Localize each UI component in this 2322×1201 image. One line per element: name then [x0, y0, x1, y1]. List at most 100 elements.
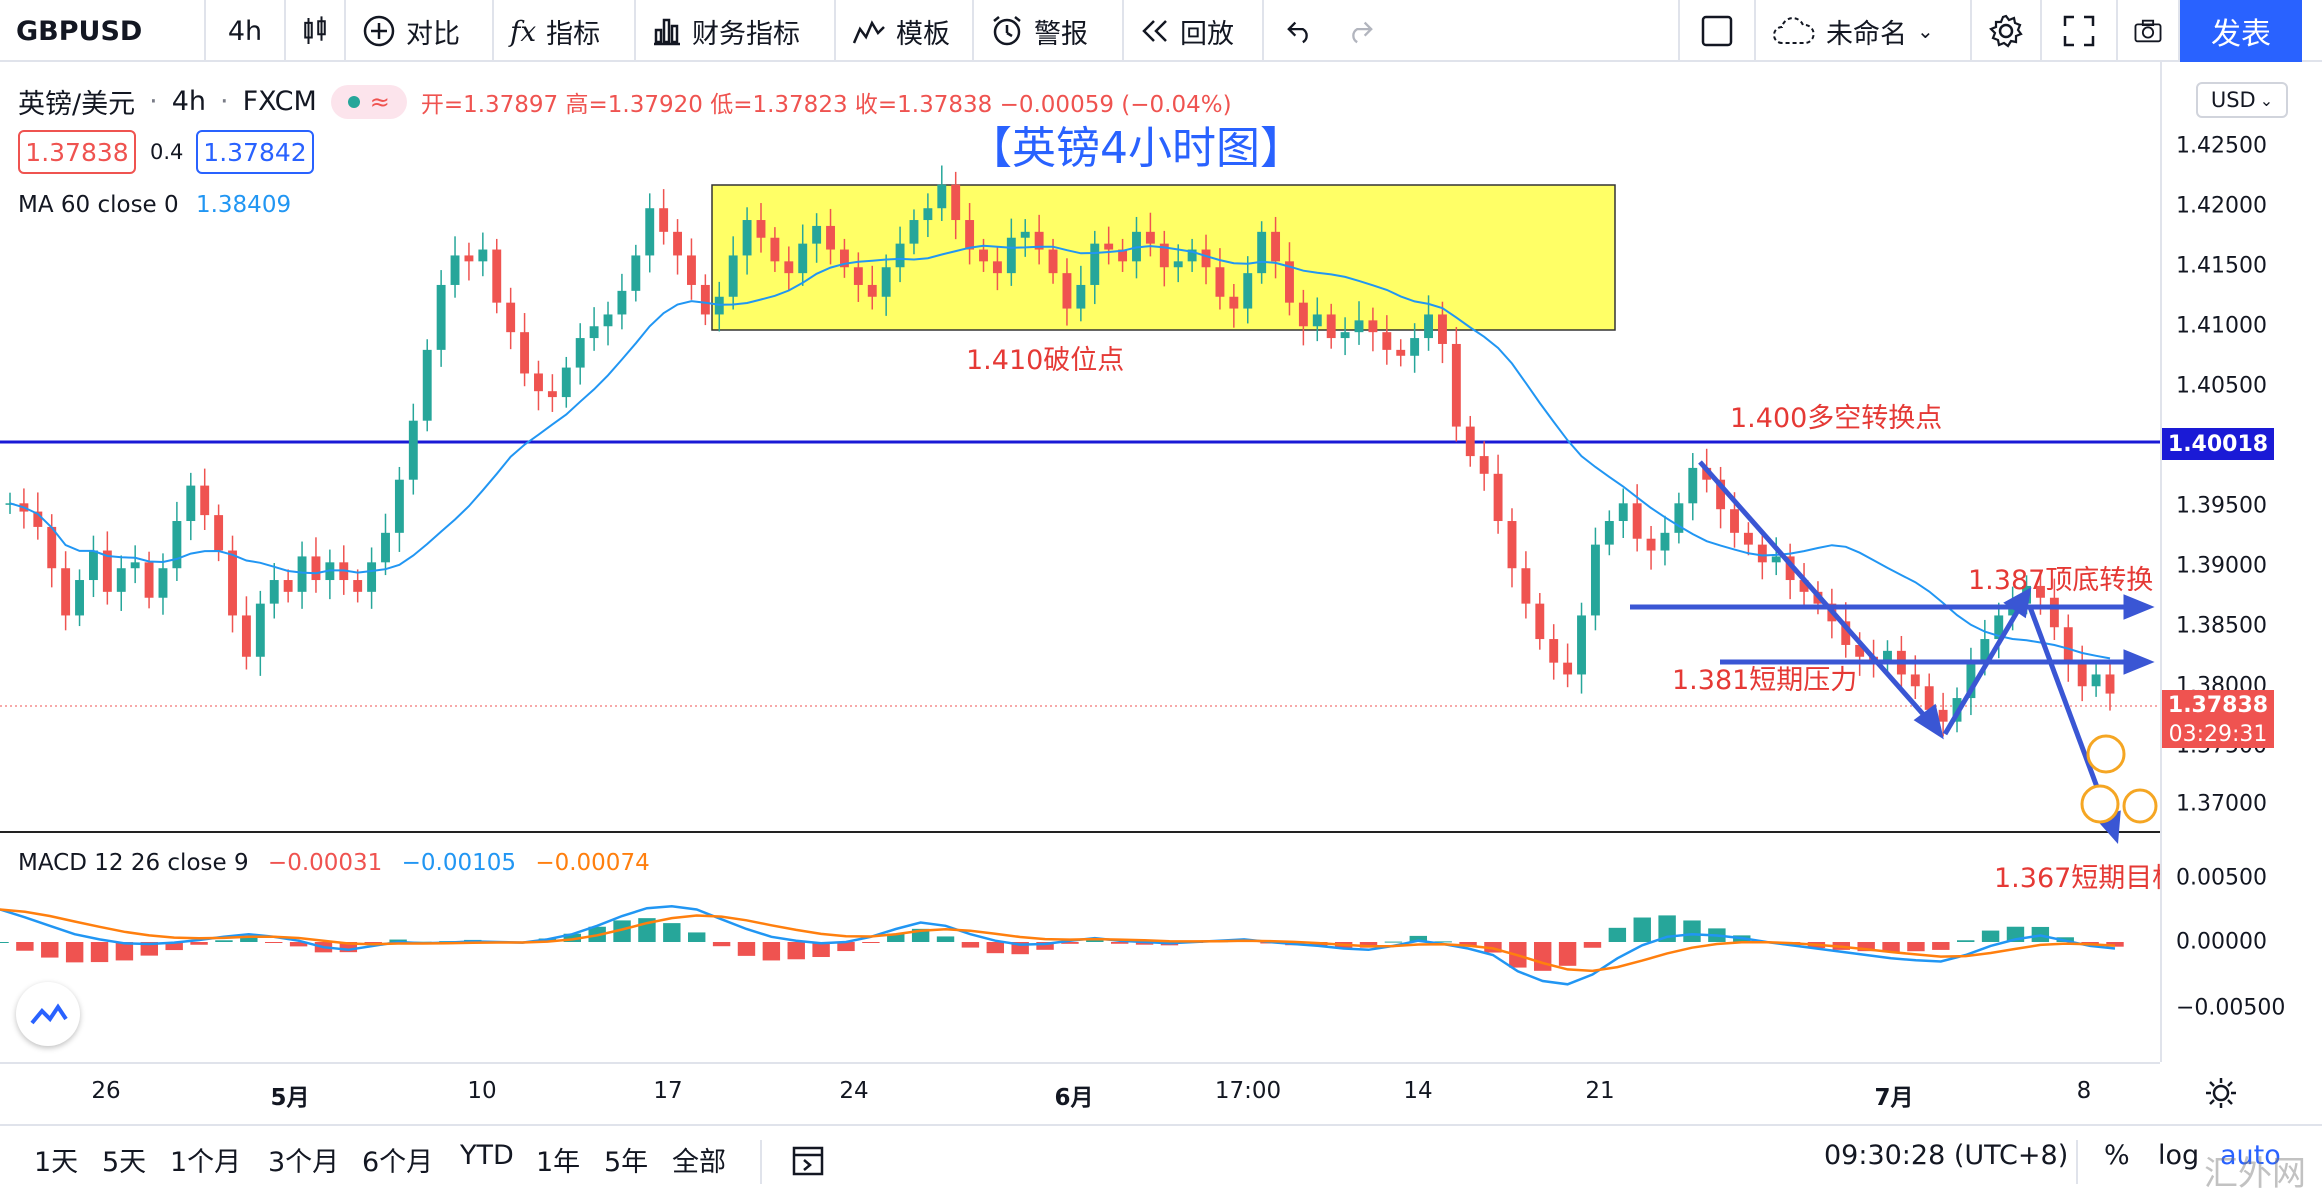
calendar-arrow-icon: [792, 1146, 824, 1176]
event-icons: [2080, 734, 2158, 824]
candle-body: [1994, 615, 2004, 640]
candle-body: [1451, 343, 1461, 427]
macd-hist-bar: [1882, 942, 1900, 953]
range-1m-button[interactable]: 1个月: [170, 1147, 242, 1178]
macd-hist-bar: [41, 942, 59, 958]
financials-button[interactable]: 财务指标: [636, 0, 836, 62]
settings-button[interactable]: [1972, 0, 2042, 62]
rewind-icon: [1142, 20, 1167, 42]
macd-hist-bar: [762, 942, 781, 961]
currency-selector[interactable]: USD ⌄: [2196, 82, 2288, 118]
candle-body: [1396, 349, 1406, 356]
chart-pane[interactable]: MACD 12 26 close 9 −0.00031 −0.00105 −0.…: [0, 62, 2160, 1062]
macd-hist-bar: [0, 942, 9, 943]
macd-line: [0, 905, 2116, 986]
candle-body: [1173, 261, 1183, 268]
compare-label: 对比: [406, 18, 460, 50]
compare-button[interactable]: 对比: [346, 0, 494, 62]
signal-line: [0, 908, 2116, 973]
range-ytd-button[interactable]: YTD: [460, 1140, 514, 1171]
macd-hist-bar: [986, 942, 1005, 954]
candle-body: [1604, 521, 1614, 545]
templates-button[interactable]: 模板: [836, 0, 974, 62]
range-3m-button[interactable]: 3个月: [268, 1147, 340, 1178]
snapshot-button[interactable]: [2118, 0, 2180, 62]
time-axis[interactable]: 26 5月 10 17 24 6月 17:00 14 21 7月 8: [0, 1062, 2236, 1124]
log-toggle[interactable]: log: [2158, 1140, 2200, 1171]
candle-body: [1048, 249, 1058, 274]
alert-button[interactable]: 警报: [974, 0, 1124, 62]
candle-body: [1118, 249, 1128, 262]
macd-hist-bar: [1036, 942, 1054, 950]
candle-body: [1285, 261, 1294, 303]
bar-chart-icon: [654, 18, 680, 46]
percent-toggle[interactable]: %: [2104, 1140, 2130, 1171]
replay-button[interactable]: 回放: [1124, 0, 1264, 62]
clock-timezone[interactable]: 09:30:28 (UTC+8): [1824, 1140, 2069, 1171]
undo-icon: [1287, 21, 1308, 44]
interval-button[interactable]: 4h: [206, 0, 286, 62]
range-all-button[interactable]: 全部: [672, 1147, 726, 1178]
candle-body: [1104, 243, 1114, 250]
macd-hist-bar: [1932, 942, 1950, 950]
candle-body: [1924, 686, 1934, 710]
sell-price-button[interactable]: 1.37838: [18, 130, 136, 174]
ma60-line: [9, 244, 2111, 660]
candle-body: [1855, 644, 1865, 657]
symbol-search[interactable]: GBPUSD: [0, 0, 206, 62]
fullscreen-layout-button[interactable]: [1678, 0, 1756, 62]
candle-body: [1424, 314, 1433, 339]
candle-body: [1980, 639, 1990, 663]
symbol-legend: 英镑/美元 · 4h · FXCM ≈ 开=1.37897 高=1.37920 …: [18, 82, 1232, 121]
legend-source: FXCM: [242, 86, 317, 117]
candle-body: [951, 184, 961, 221]
goto-date-button[interactable]: [790, 1142, 826, 1182]
macd-hist-bar: [1533, 942, 1552, 971]
price-label: 1.39500: [2176, 493, 2267, 519]
auto-toggle[interactable]: auto: [2220, 1140, 2281, 1171]
last-price-tag: 1.37838: [2162, 690, 2274, 720]
buy-price-button[interactable]: 1.37842: [196, 130, 314, 174]
candle-body: [520, 332, 530, 374]
candle-body: [1201, 249, 1211, 268]
candle-body: [756, 220, 766, 238]
price-chart[interactable]: [0, 62, 2160, 1062]
candle-body: [561, 367, 571, 398]
plus-circle-icon: [363, 15, 395, 47]
range-5d-button[interactable]: 5天: [102, 1147, 147, 1178]
candle-body: [367, 562, 377, 592]
candle-body: [853, 267, 863, 285]
candle-body: [158, 568, 168, 598]
macd-hist-bar: [1384, 941, 1403, 943]
price-label: 1.42000: [2176, 193, 2267, 219]
range-5y-button[interactable]: 5年: [604, 1147, 649, 1178]
square-icon: [1701, 15, 1733, 47]
price-axis[interactable]: [2160, 62, 2322, 1062]
candle-body: [1883, 650, 1892, 663]
range-1d-button[interactable]: 1天: [34, 1147, 79, 1178]
undo-button[interactable]: [1270, 0, 1330, 62]
camera-icon: [2134, 19, 2162, 43]
range-6m-button[interactable]: 6个月: [362, 1147, 434, 1178]
bar-countdown: 03:29:31: [2162, 720, 2274, 748]
market-status-pill[interactable]: ≈: [330, 84, 407, 119]
tv-logo-button[interactable]: [16, 982, 80, 1046]
macd-hist-bar: [339, 942, 358, 953]
cloud-logo-icon: [30, 1003, 68, 1025]
indicators-button[interactable]: 𝑓x 指标: [494, 0, 636, 62]
layout-name-button[interactable]: 未命名 ⌄: [1756, 0, 1972, 62]
financials-label: 财务指标: [692, 18, 800, 50]
macd-hist-bar: [737, 942, 756, 956]
chart-type-button[interactable]: [286, 0, 346, 62]
symbol-label: GBPUSD: [16, 15, 143, 47]
expand-button[interactable]: [2042, 0, 2118, 62]
templates-label: 模板: [896, 18, 950, 50]
redo-button[interactable]: [1330, 0, 1390, 62]
publish-button[interactable]: 发表: [2180, 0, 2302, 62]
macd-hist-bar: [1409, 935, 1428, 942]
candle-body: [867, 284, 877, 297]
candle-body: [2036, 585, 2045, 598]
axis-settings-button[interactable]: [2204, 1076, 2238, 1114]
candle-body: [979, 249, 988, 262]
range-1y-button[interactable]: 1年: [536, 1147, 581, 1178]
